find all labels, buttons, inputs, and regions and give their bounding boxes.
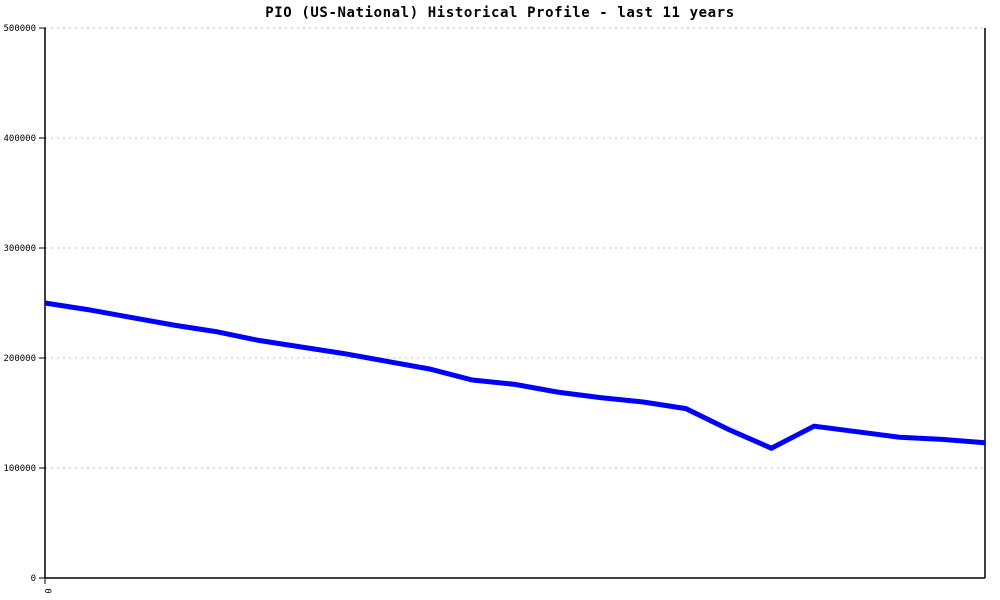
y-tick-label: 0 [31,574,36,584]
data-line [44,300,986,451]
x-tick-label: 0 [42,588,52,593]
y-tick-label: 200000 [3,354,36,364]
chart-title: PIO (US-National) Historical Profile - l… [265,5,735,21]
y-tick-label: 100000 [3,464,36,474]
y-tick-label: 400000 [3,134,36,144]
y-tick-label: 300000 [3,244,36,254]
y-tick-label: 500000 [3,24,36,34]
